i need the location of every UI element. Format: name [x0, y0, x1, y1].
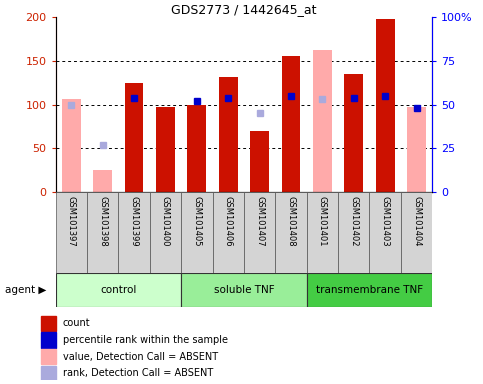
- Text: GSM101398: GSM101398: [98, 196, 107, 247]
- Bar: [282, 56, 300, 192]
- Bar: [56, 273, 181, 307]
- Bar: [118, 192, 150, 273]
- Bar: [313, 50, 332, 192]
- Bar: [93, 170, 112, 192]
- Text: rank, Detection Call = ABSENT: rank, Detection Call = ABSENT: [63, 368, 213, 378]
- Bar: [219, 77, 238, 192]
- Bar: [87, 192, 118, 273]
- Bar: [250, 131, 269, 192]
- Text: GSM101407: GSM101407: [255, 196, 264, 247]
- Text: GSM101397: GSM101397: [67, 196, 76, 247]
- Bar: [62, 99, 81, 192]
- Bar: [150, 192, 181, 273]
- Text: GSM101404: GSM101404: [412, 196, 421, 247]
- Bar: [307, 192, 338, 273]
- Bar: [407, 107, 426, 192]
- Title: GDS2773 / 1442645_at: GDS2773 / 1442645_at: [171, 3, 317, 16]
- Bar: [338, 192, 369, 273]
- Bar: [41, 366, 56, 381]
- Text: GSM101401: GSM101401: [318, 196, 327, 247]
- Text: percentile rank within the sample: percentile rank within the sample: [63, 335, 227, 345]
- Text: GSM101408: GSM101408: [286, 196, 296, 247]
- Text: control: control: [100, 285, 137, 295]
- Bar: [181, 192, 213, 273]
- Bar: [187, 105, 206, 192]
- Text: GSM101406: GSM101406: [224, 196, 233, 247]
- Bar: [41, 316, 56, 331]
- Text: agent ▶: agent ▶: [5, 285, 46, 295]
- Bar: [181, 273, 307, 307]
- Text: soluble TNF: soluble TNF: [213, 285, 274, 295]
- Bar: [125, 83, 143, 192]
- Bar: [307, 273, 432, 307]
- Text: value, Detection Call = ABSENT: value, Detection Call = ABSENT: [63, 352, 218, 362]
- Text: GSM101405: GSM101405: [192, 196, 201, 247]
- Bar: [41, 333, 56, 348]
- Bar: [56, 192, 87, 273]
- Bar: [275, 192, 307, 273]
- Text: transmembrane TNF: transmembrane TNF: [316, 285, 423, 295]
- Text: GSM101403: GSM101403: [381, 196, 390, 247]
- Text: count: count: [63, 318, 90, 328]
- Bar: [244, 192, 275, 273]
- Bar: [213, 192, 244, 273]
- Text: GSM101400: GSM101400: [161, 196, 170, 247]
- Bar: [401, 192, 432, 273]
- Bar: [344, 74, 363, 192]
- Text: GSM101399: GSM101399: [129, 196, 139, 247]
- Bar: [376, 19, 395, 192]
- Bar: [156, 107, 175, 192]
- Bar: [41, 349, 56, 364]
- Text: GSM101402: GSM101402: [349, 196, 358, 247]
- Bar: [369, 192, 401, 273]
